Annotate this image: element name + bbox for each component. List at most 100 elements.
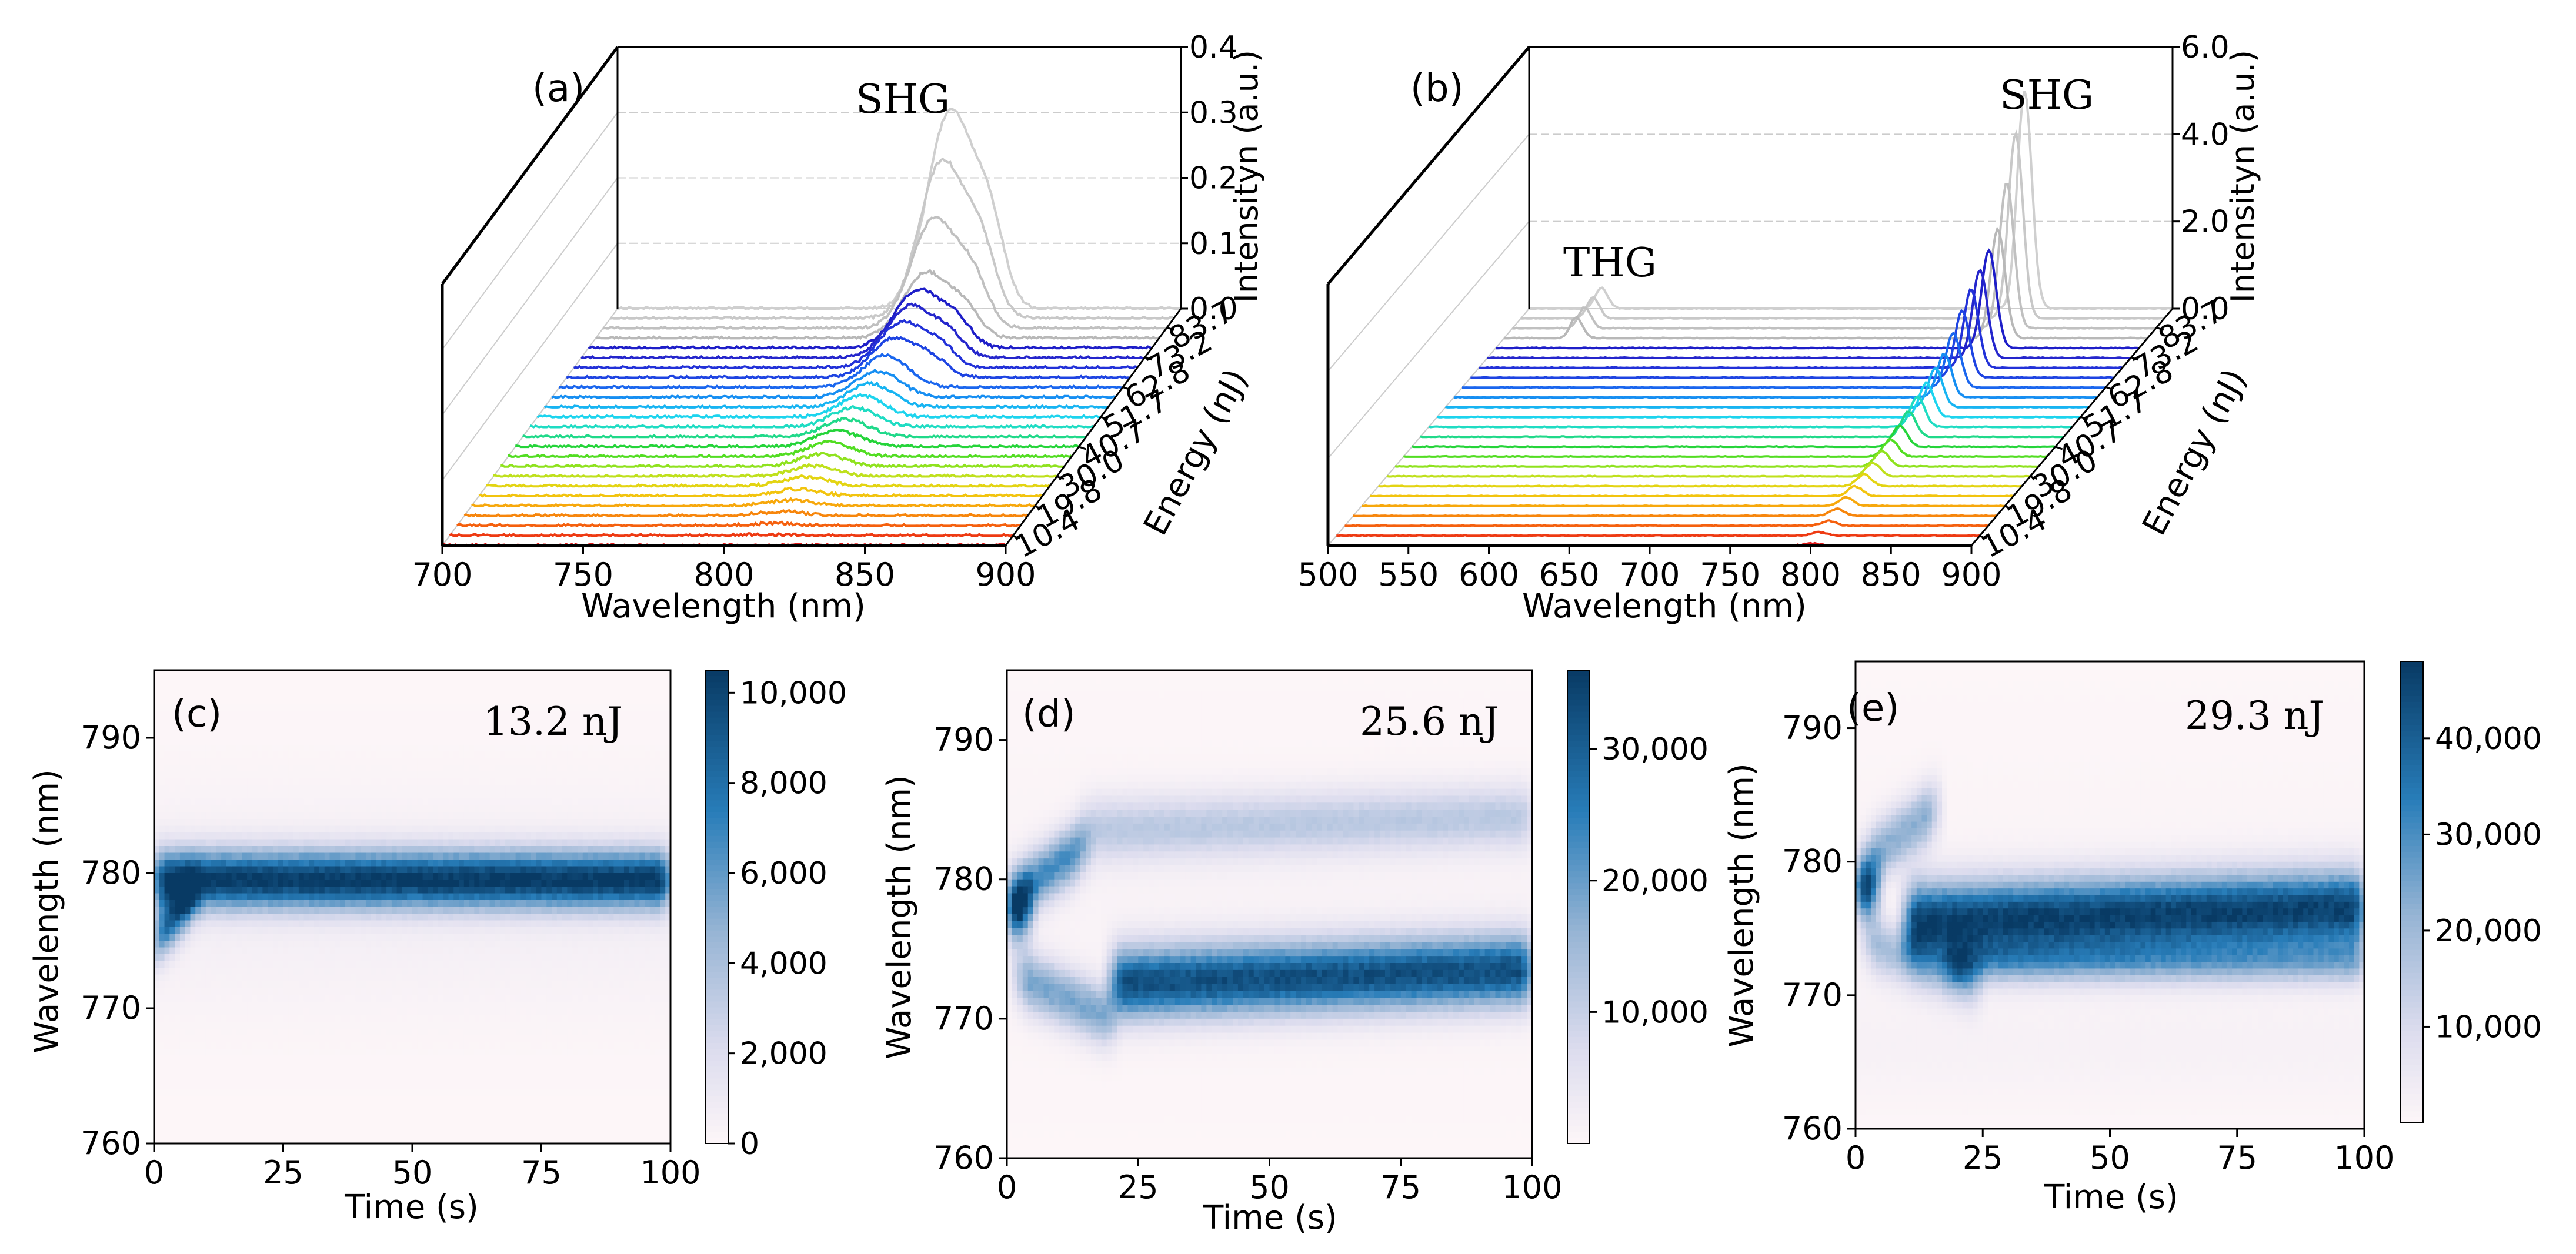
- heatmap-cell: [175, 738, 180, 745]
- heatmap-cell: [262, 975, 268, 982]
- heatmap-cell: [232, 1076, 237, 1083]
- heatmap-cell: [211, 758, 216, 765]
- heatmap-cell: [232, 1116, 237, 1123]
- heatmap-cell: [252, 873, 258, 880]
- heatmap-cell: [169, 995, 175, 1002]
- heatmap-cell: [242, 826, 247, 833]
- heatmap-cell: [195, 907, 201, 914]
- heatmap-cell: [242, 1116, 247, 1123]
- heatmap-cell: [247, 968, 252, 975]
- heatmap-cell: [175, 981, 180, 988]
- heatmap-cell: [242, 968, 247, 975]
- heatmap-cell: [169, 758, 175, 765]
- heatmap-cell: [288, 948, 293, 955]
- heatmap-cell: [252, 704, 258, 711]
- heatmap-cell: [288, 826, 293, 833]
- heatmap-cell: [283, 1096, 289, 1103]
- heatmap-cell: [288, 711, 293, 718]
- heatmap-cell: [195, 1123, 201, 1131]
- heatmap-cell: [180, 1096, 185, 1103]
- heatmap-cell: [299, 975, 304, 982]
- heatmap-cell: [175, 785, 180, 792]
- heatmap-cell: [232, 1062, 237, 1069]
- heatmap-cell: [252, 1110, 258, 1117]
- heatmap-cell: [226, 1029, 232, 1036]
- heatmap-cell: [226, 751, 232, 758]
- heatmap-cell: [195, 995, 201, 1002]
- heatmap-cell: [185, 1042, 191, 1049]
- heatmap-cell: [262, 704, 268, 711]
- heatmap-cell: [293, 907, 299, 914]
- heatmap-cell: [262, 867, 268, 874]
- heatmap-cell: [262, 1015, 268, 1022]
- heatmap-cell: [185, 1116, 191, 1123]
- heatmap-cell: [216, 954, 221, 961]
- heatmap-cell: [268, 1029, 273, 1036]
- heatmap-cell: [242, 1123, 247, 1131]
- heatmap-cell: [195, 880, 201, 887]
- heatmap-cell: [232, 1049, 237, 1056]
- heatmap-cell: [247, 961, 252, 968]
- heatmap-cell: [201, 758, 206, 765]
- heatmap-cell: [278, 1049, 283, 1056]
- heatmap-cell: [299, 799, 304, 806]
- heatmap-cell: [299, 758, 304, 765]
- heatmap-cell: [299, 738, 304, 745]
- heatmap-cell: [216, 1029, 221, 1036]
- heatmap-cell: [185, 846, 191, 853]
- heatmap-cell: [288, 819, 293, 826]
- heatmap-cell: [175, 900, 180, 907]
- heatmap-cell: [211, 785, 216, 792]
- heatmap-cell: [242, 704, 247, 711]
- heatmap-cell: [278, 981, 283, 988]
- heatmap-cell: [283, 670, 289, 677]
- heatmap-cell: [159, 921, 165, 928]
- heatmap-cell: [293, 704, 299, 711]
- heatmap-cell: [201, 745, 206, 752]
- heatmap-cell: [175, 846, 180, 853]
- heatmap-cell: [169, 968, 175, 975]
- heatmap-cell: [268, 948, 273, 955]
- heatmap-cell: [221, 981, 226, 988]
- heatmap-cell: [262, 1069, 268, 1076]
- heatmap-cell: [299, 812, 304, 820]
- heatmap-cell: [273, 819, 278, 826]
- heatmap-cell: [221, 812, 226, 820]
- heatmap-cell: [221, 1069, 226, 1076]
- heatmap-cell: [288, 907, 293, 914]
- heatmap-cell: [165, 1130, 170, 1137]
- heatmap-cell: [299, 894, 304, 901]
- heatmap-cell: [232, 718, 237, 725]
- heatmap-cell: [201, 1035, 206, 1042]
- heatmap-cell: [206, 961, 211, 968]
- heatmap-cell: [211, 846, 216, 853]
- heatmap-cell: [283, 934, 289, 941]
- heatmap-cell: [221, 880, 226, 887]
- heatmap-cell: [216, 738, 221, 745]
- heatmap-cell: [175, 684, 180, 691]
- heatmap-cell: [262, 745, 268, 752]
- heatmap-cell: [262, 873, 268, 880]
- heatmap-cell: [252, 772, 258, 779]
- panel-b-shg-annotation: SHG: [2000, 72, 2094, 119]
- heatmap-cell: [283, 1110, 289, 1117]
- heatmap-cell: [236, 941, 242, 948]
- heatmap-cell: [190, 921, 195, 928]
- heatmap-cell: [262, 894, 268, 901]
- heatmap-cell: [247, 677, 252, 684]
- heatmap-cell: [258, 1022, 263, 1029]
- heatmap-cell: [169, 934, 175, 941]
- heatmap-cell: [175, 927, 180, 934]
- heatmap-cell: [236, 1123, 242, 1131]
- heatmap-cell: [159, 751, 165, 758]
- heatmap-cell: [159, 880, 165, 887]
- heatmap-cell: [221, 995, 226, 1002]
- heatmap-cell: [242, 819, 247, 826]
- heatmap-cell: [258, 1123, 263, 1131]
- heatmap-cell: [299, 860, 304, 867]
- heatmap-cell: [288, 724, 293, 731]
- heatmap-cell: [288, 1103, 293, 1110]
- heatmap-cell: [226, 691, 232, 698]
- heatmap-cell: [185, 853, 191, 860]
- heatmap-cell: [221, 1110, 226, 1117]
